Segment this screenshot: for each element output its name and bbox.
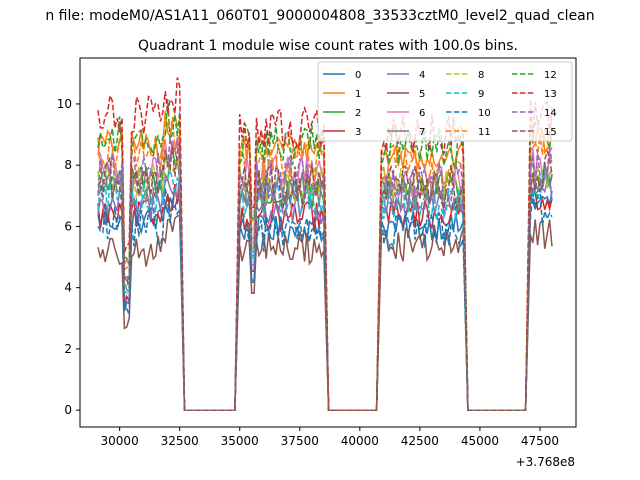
y-tick-label: 10 [57, 97, 72, 111]
legend-label: 7 [419, 127, 425, 138]
plot-frame [79, 57, 577, 428]
x-tick-label: 35000 [221, 434, 259, 448]
x-tick-label: 42500 [401, 434, 439, 448]
legend-label: 3 [355, 127, 361, 138]
legend-label: 15 [544, 127, 557, 138]
legend-label: 0 [355, 70, 361, 81]
y-tick-label: 0 [64, 403, 72, 417]
y-tick-label: 6 [64, 219, 72, 233]
x-tick-label: 45000 [461, 434, 499, 448]
y-tick-label: 2 [64, 342, 72, 356]
legend-label: 5 [419, 89, 425, 100]
x-tick-label: 47500 [521, 434, 559, 448]
y-tick-label: 8 [64, 158, 72, 172]
legend-label: 10 [478, 108, 491, 119]
x-tick-label: 32500 [161, 434, 199, 448]
series-line-3 [97, 184, 553, 411]
x-tick-label: 40000 [341, 434, 379, 448]
legend-label: 2 [355, 108, 361, 119]
legend-label: 1 [355, 89, 361, 100]
series-line-13 [97, 77, 553, 411]
legend-label: 4 [419, 70, 425, 81]
legend-label: 8 [478, 70, 484, 81]
series-line-11 [97, 116, 553, 411]
x-tick-label: 37500 [281, 434, 319, 448]
legend-label: 13 [544, 89, 557, 100]
y-tick-label: 4 [64, 281, 72, 295]
x-tick-label: 30000 [101, 434, 139, 448]
chart-title: Quadrant 1 module wise count rates with … [138, 38, 518, 54]
legend-label: 11 [478, 127, 491, 138]
series-line-15 [97, 141, 553, 411]
legend-label: 14 [544, 108, 557, 119]
legend-frame [317, 61, 573, 142]
legend-label: 9 [478, 89, 484, 100]
legend-label: 12 [544, 70, 557, 81]
figure-suptitle: n file: modeM0/AS1A11_060T01_9000004808_… [45, 8, 594, 24]
y-axis: 0 2 4 6 8 10 [57, 97, 80, 417]
legend-label: 6 [419, 108, 425, 119]
series-line-10 [97, 188, 553, 411]
plot-lines [97, 77, 553, 411]
x-offset-label: +3.768e8 [516, 455, 575, 469]
series-line-5 [97, 214, 553, 411]
x-axis: 30000 32500 35000 37500 40000 42500 45000 47500 [101, 427, 559, 448]
